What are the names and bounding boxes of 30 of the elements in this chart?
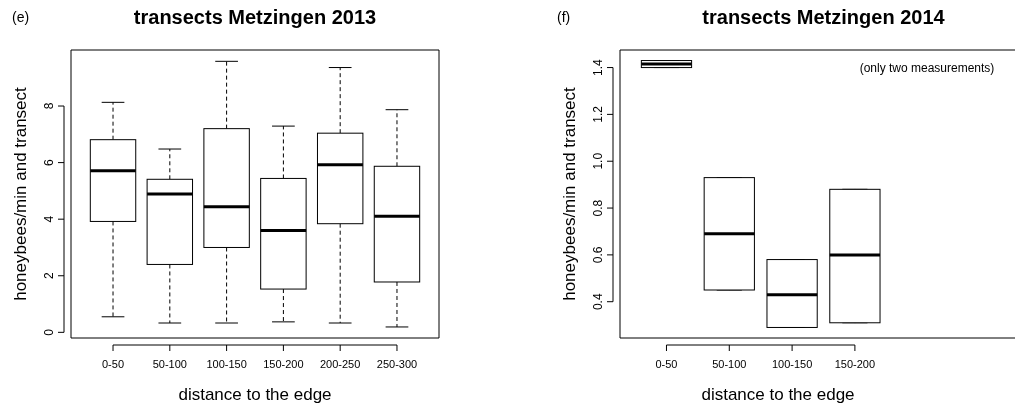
chart-title: transects Metzingen 2014 [702, 6, 946, 28]
y-tick-label: 6 [42, 158, 56, 166]
text: (e) [12, 9, 30, 25]
x-axis-title: distance to the edge [701, 385, 855, 404]
y-tick-label: 1.0 [591, 152, 605, 170]
x-tick-label: 100-150 [206, 358, 247, 370]
text: (f) [557, 9, 571, 25]
y-tick-label: 8 [42, 102, 56, 110]
x-tick-label: 0-50 [102, 358, 125, 370]
x-axis-title: distance to the edge [178, 385, 332, 404]
x-tick-label: 250-300 [376, 358, 418, 370]
y-tick-label: 0.6 [591, 246, 605, 264]
chart-title: transects Metzingen 2013 [133, 6, 377, 28]
x-tick-label: 50-100 [152, 358, 187, 370]
y-axis-title: honeybees/min and transect [560, 86, 579, 301]
y-tick-label: 1.2 [591, 105, 605, 123]
y-tick-label: 1.4 [591, 58, 605, 76]
y-tick-label: 4 [42, 215, 56, 223]
y-tick-label: 0 [42, 328, 56, 336]
x-tick-label: 150-200 [263, 358, 304, 370]
y-tick-label: 0.8 [591, 199, 605, 217]
x-tick-label: 150-200 [834, 358, 876, 370]
y-tick-label: 2 [42, 272, 56, 280]
x-tick-label: 100-150 [771, 358, 813, 370]
x-tick-label: 200-250 [320, 358, 361, 370]
y-axis-title: honeybees/min and transect [11, 86, 30, 301]
y-tick-label: 0.4 [591, 293, 605, 311]
x-tick-label: 0-50 [655, 358, 678, 370]
x-tick-label: 50-100 [712, 358, 747, 370]
annotation: (only two measurements) [859, 61, 995, 75]
